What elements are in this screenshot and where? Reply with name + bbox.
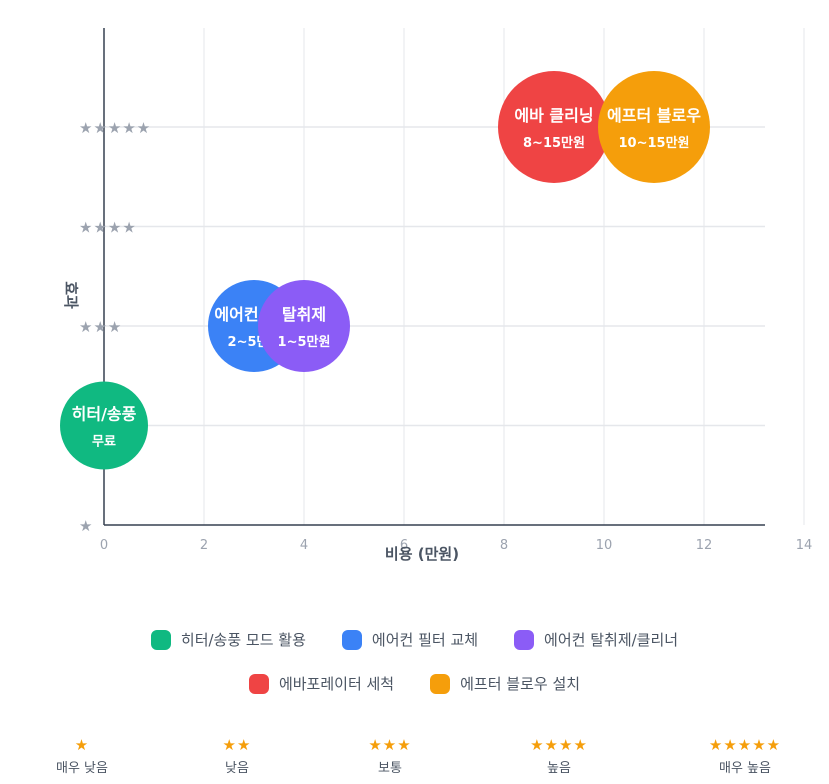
legend-swatch <box>341 629 362 650</box>
bubble <box>598 71 710 183</box>
bubble <box>498 71 610 183</box>
y-tick-label: ★★★ <box>79 318 122 336</box>
y-tick-label: ★ <box>79 517 93 535</box>
bubble-label: 탈취제 <box>282 305 326 324</box>
scale-item: ★★★★ 높음 <box>530 737 588 776</box>
scale-item: ★★ 낮음 <box>223 737 252 776</box>
y-axis-label: 효과 <box>62 281 80 309</box>
legend-item[interactable]: 에어컨 필터 교체 <box>341 629 479 650</box>
x-tick-label: 12 <box>696 538 713 553</box>
bubble-label: 에프터 블로우 <box>607 106 701 125</box>
legend-row-2: 에바포레이터 세척 에프터 블로우 설치 <box>0 673 829 694</box>
bubble <box>258 280 350 372</box>
scale-item: ★★★★★ 매우 높음 <box>709 737 781 776</box>
scale-stars: ★ <box>74 736 90 754</box>
bubble <box>60 381 148 470</box>
scale-label: 매우 낮음 <box>56 761 108 776</box>
x-tick-label: 2 <box>200 538 208 553</box>
scale-label: 높음 <box>547 761 571 776</box>
legend-swatch <box>430 673 451 694</box>
legend-item[interactable]: 에어컨 탈취제/클리너 <box>514 629 678 650</box>
bubble-sublabel: 8~15만원 <box>523 135 585 151</box>
legend-item[interactable]: 에프터 블로우 설치 <box>430 673 580 694</box>
scale-label: 보통 <box>378 761 402 776</box>
x-tick-label: 4 <box>300 538 308 553</box>
legend-label: 에프터 블로우 설치 <box>460 675 581 693</box>
x-tick-label: 0 <box>100 538 108 553</box>
scale-stars: ★★★★ <box>530 736 588 754</box>
x-tick-label: 6 <box>400 538 408 553</box>
bubble-sublabel: 10~15만원 <box>619 135 690 151</box>
bubble-label: 히터/송풍 <box>72 405 137 424</box>
scale-item: ★ 매우 낮음 <box>56 737 108 776</box>
legend-label: 히터/송풍 모드 활용 <box>180 631 306 649</box>
legend-label: 에어컨 필터 교체 <box>371 631 479 649</box>
legend-swatch <box>248 673 269 694</box>
effect-scale: ★ 매우 낮음 ★★ 낮음 ★★★ 보통 ★★★★ 높음 ★★★★★ 매우 높음 <box>0 737 829 784</box>
bubble-sublabel: 1~5만원 <box>278 334 331 350</box>
bubble-label: 에바 클리닝 <box>514 106 593 125</box>
legend-label: 에바포레이터 세척 <box>278 675 395 693</box>
x-tick-label: 8 <box>500 538 508 553</box>
legend-row-1: 히터/송풍 모드 활용 에어컨 필터 교체 에어컨 탈취제/클리너 <box>0 629 829 650</box>
legend-item[interactable]: 에바포레이터 세척 <box>248 673 395 694</box>
legend-swatch <box>514 629 535 650</box>
legend-item[interactable]: 히터/송풍 모드 활용 <box>150 629 306 650</box>
scale-stars: ★★ <box>222 736 252 754</box>
bubble-sublabel: 무료 <box>92 435 116 450</box>
scale-item: ★★★ 보통 <box>368 737 411 776</box>
x-tick-label: 14 <box>796 538 813 553</box>
scale-label: 매우 높음 <box>719 761 771 776</box>
x-axis-label: 비용 (만원) <box>385 545 459 563</box>
legend-label: 에어컨 탈취제/클리너 <box>544 631 679 649</box>
x-tick-label: 10 <box>596 538 613 553</box>
scale-stars: ★★★★★ <box>708 736 782 754</box>
legend-swatch <box>150 629 171 650</box>
y-tick-label: ★★★★★ <box>79 119 151 137</box>
y-tick-label: ★★★★ <box>79 219 137 237</box>
scale-stars: ★★★ <box>368 736 412 754</box>
scale-label: 낮음 <box>225 761 249 776</box>
